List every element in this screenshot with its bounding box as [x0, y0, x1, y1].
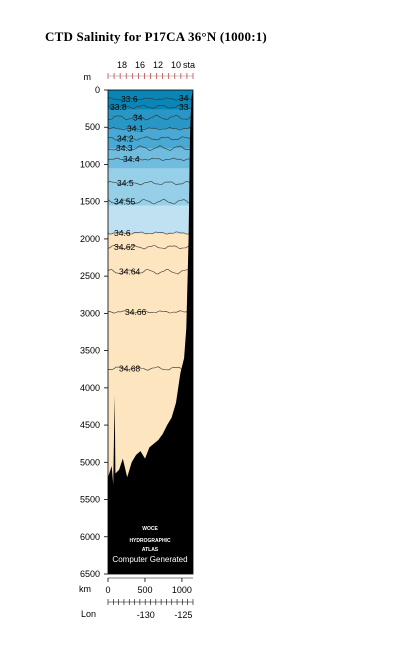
contour-line [108, 114, 193, 121]
contour-line [108, 268, 193, 275]
watermark-text: ATLAS [142, 547, 159, 553]
y-tick-label: 2500 [80, 271, 100, 281]
contour-label: 34.62 [114, 242, 136, 252]
contour-line [108, 136, 193, 141]
lon-tick-label: -130 [137, 610, 155, 620]
lon-tick-label: -125 [174, 610, 192, 620]
y-tick-label: 500 [85, 122, 100, 132]
y-tick-label: 0 [95, 85, 100, 95]
salinity-band [108, 109, 193, 130]
contour-label: 34.55 [114, 197, 136, 207]
contour-label: 34.5 [117, 178, 134, 188]
contour-line [108, 198, 193, 205]
contour-line [108, 244, 193, 250]
y-tick-label: 1000 [80, 159, 100, 169]
contour-line [108, 157, 193, 161]
y-tick-label: 1500 [80, 197, 100, 207]
station-label: 10 [171, 60, 181, 70]
contour-label: 34.1 [127, 124, 144, 134]
station-label: 12 [153, 60, 163, 70]
lon-axis-label: Lon [81, 609, 96, 619]
x-axis-unit: km [79, 584, 91, 594]
y-tick-label: 4500 [80, 420, 100, 430]
station-label: 16 [135, 60, 145, 70]
contour-line [108, 145, 193, 151]
contour-line [108, 231, 193, 235]
y-tick-label: 6000 [80, 532, 100, 542]
chart-title: CTD Salinity for P17CA 36°N (1000:1) [45, 29, 267, 44]
contour-line [108, 180, 193, 186]
y-tick-label: 5000 [80, 457, 100, 467]
contour-label: 34.3 [116, 143, 133, 153]
y-tick-label: 6500 [80, 569, 100, 579]
x-tick-label: 1000 [172, 585, 192, 595]
contour-line [108, 310, 193, 314]
contour-label: 34 [179, 93, 189, 103]
contour-label: 33.6 [121, 94, 138, 104]
contour-label: 34.64 [119, 267, 141, 277]
contour-label: 33 [179, 102, 189, 112]
watermark-text: WOCE [142, 526, 158, 532]
station-label: 18 [117, 60, 127, 70]
salinity-band [108, 148, 193, 169]
contour-line [108, 366, 193, 371]
contour-line [108, 127, 193, 131]
watermark-text: HYDROGRAPHIC [129, 538, 171, 544]
y-tick-label: 2000 [80, 234, 100, 244]
contour-label: 34.66 [125, 307, 147, 317]
station-label: sta [183, 60, 195, 70]
contour-label: 34.4 [123, 154, 140, 164]
y-tick-label: 3500 [80, 346, 100, 356]
x-tick-label: 500 [137, 585, 152, 595]
contour-label: 33.8 [110, 102, 127, 112]
y-axis-unit: m [84, 72, 92, 82]
x-tick-label: 0 [105, 585, 110, 595]
y-tick-label: 3000 [80, 308, 100, 318]
contour-label: 34 [133, 113, 143, 123]
salinity-band [108, 90, 193, 110]
contour-label: 34.2 [117, 133, 134, 143]
watermark-text: Computer Generated [112, 555, 187, 564]
contour-label: 34.68 [119, 363, 141, 373]
contour-line [108, 97, 193, 101]
contour-line [108, 104, 193, 109]
y-tick-label: 4000 [80, 383, 100, 393]
y-tick-label: 5500 [80, 495, 100, 505]
salinity-band [108, 205, 193, 235]
seafloor [108, 90, 193, 574]
plot-frame [107, 89, 194, 575]
salinity-band [108, 168, 193, 206]
contour-label: 34.6 [114, 228, 131, 238]
